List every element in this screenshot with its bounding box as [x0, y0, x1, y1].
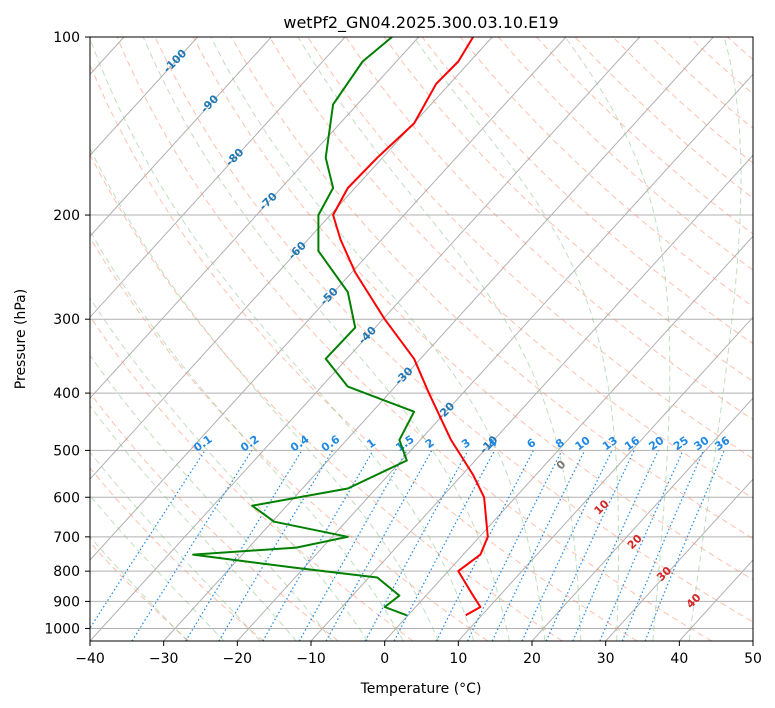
chart-title: wetPf2_GN04.2025.300.03.10.E19 [283, 13, 558, 33]
y-tick-label: 300 [53, 312, 80, 328]
plot-frame [89, 36, 754, 642]
isotherm-line [90, 37, 346, 318]
y-tick-label: 900 [53, 594, 80, 610]
mixing-ratio-line [185, 450, 303, 641]
isotherm-line [457, 316, 753, 641]
moist-adiabat-line [142, 37, 510, 641]
mixing-ratio-line [364, 450, 469, 641]
isotherm-line [90, 37, 272, 237]
mixing-ratio-line [298, 450, 408, 641]
isotherm-line [752, 640, 753, 641]
isotherm-line [90, 37, 641, 641]
isotherm-line [90, 37, 567, 561]
dry-adiabat-line [90, 236, 488, 641]
moist-adiabat-line [90, 297, 369, 641]
y-tick-label: 700 [53, 530, 80, 546]
isotherm-line [605, 478, 753, 641]
dry-adiabat-line [154, 37, 753, 623]
mixing-ratio-line [599, 450, 684, 641]
moist-adiabat-line [297, 37, 582, 641]
mixing-ratio-line [621, 450, 705, 641]
dry-adiabat-line [90, 467, 264, 641]
y-tick-label: 100 [53, 30, 80, 46]
x-tick-label: 40 [670, 651, 688, 667]
moist-adiabat-line [564, 37, 671, 641]
mixing-ratio-line [644, 450, 725, 641]
dry-adiabat-line [230, 37, 753, 540]
isotherm-line [90, 37, 493, 480]
moist-adiabat-line [90, 405, 297, 641]
dry-adiabat-line [90, 392, 339, 641]
mixing-ratio-line [572, 450, 659, 641]
y-axis-title: Pressure (hPa) [13, 289, 29, 389]
x-tick-label: −30 [149, 651, 179, 667]
dry-adiabat-line [90, 541, 190, 641]
x-tick-label: 10 [449, 651, 467, 667]
mixing-ratio-line [325, 450, 433, 641]
y-tick-label: 200 [53, 208, 80, 224]
dry-adiabat-line [766, 37, 775, 641]
moist-adiabat-line [90, 494, 225, 641]
x-tick-label: 50 [744, 651, 762, 667]
mixing-ratio-line [90, 450, 206, 630]
moist-adiabat-line [688, 37, 742, 641]
dry-adiabat-line [345, 37, 753, 421]
isotherm-line [531, 397, 753, 641]
dry-adiabat-line [269, 37, 753, 499]
x-axis: −40 −30 −20 −10 0 10 20 30 40 50 [75, 641, 762, 667]
isotherm-line [384, 235, 753, 641]
temperature-profile-line [332, 37, 489, 617]
x-tick-label: −20 [223, 651, 253, 667]
moist-adiabat-line [413, 37, 619, 641]
isotherm-line [90, 37, 199, 157]
series-layer [192, 37, 489, 617]
moist-adiabat-line [90, 37, 475, 641]
y-tick-label: 500 [53, 443, 80, 459]
mixing-ratio-line [435, 450, 534, 641]
x-tick-label: −40 [75, 651, 105, 667]
dry-adiabat-line [116, 37, 712, 641]
y-axis: 100 200 300 400 500 600 700 800 900 1000 [44, 30, 90, 637]
y-tick-label: 400 [53, 386, 80, 402]
moist-adiabat-line [90, 147, 439, 641]
x-axis-title: Temperature (°C) [360, 681, 482, 697]
isotherm-line [90, 37, 420, 399]
y-tick-label: 1000 [44, 621, 80, 637]
x-tick-label: 0 [380, 651, 389, 667]
y-tick-label: 800 [53, 564, 80, 580]
background-lines [90, 37, 775, 641]
dry-adiabat-line [307, 37, 753, 460]
dry-adiabat-line [192, 37, 753, 581]
dry-adiabat-line [90, 153, 563, 641]
moist-adiabat-line [90, 451, 261, 641]
x-tick-label: 30 [597, 651, 615, 667]
mixing-ratio-line [466, 450, 563, 641]
moist-adiabat-line [90, 354, 333, 641]
dewpoint-profile-line [192, 37, 416, 617]
isotherm-line [163, 37, 714, 641]
moist-adiabat-line [90, 536, 188, 641]
x-tick-label: −10 [296, 651, 326, 667]
moist-adiabat-line [90, 230, 404, 641]
y-tick-label: 600 [53, 490, 80, 506]
x-tick-label: 20 [523, 651, 541, 667]
moist-adiabat-line [210, 37, 546, 641]
